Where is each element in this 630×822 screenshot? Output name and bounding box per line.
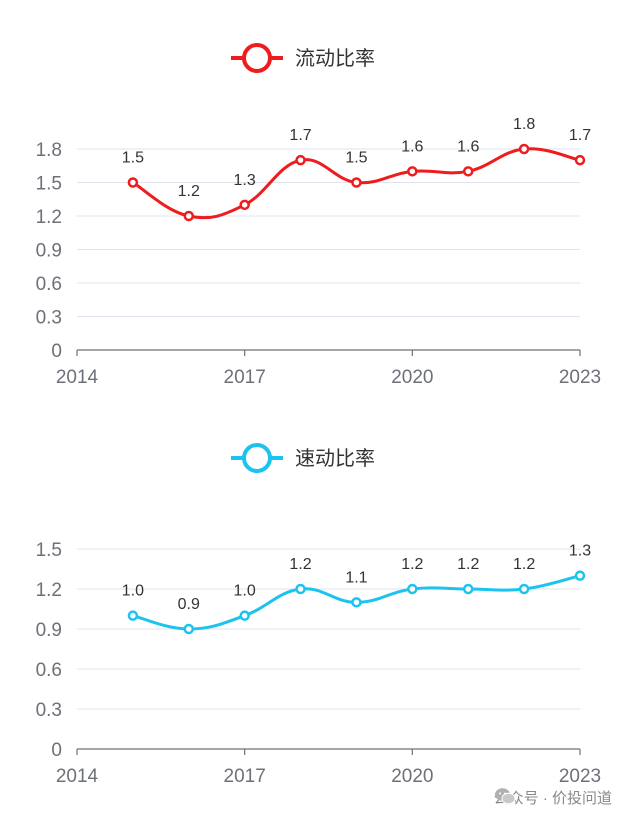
data-label: 1.6 bbox=[401, 138, 423, 155]
y-tick-label: 1.5 bbox=[36, 540, 62, 561]
y-tick-label: 0.9 bbox=[36, 241, 62, 262]
y-tick-label: 0 bbox=[51, 341, 62, 362]
data-label: 1.3 bbox=[234, 172, 256, 189]
y-tick-label: 1.8 bbox=[36, 140, 62, 161]
y-tick-label: 0.6 bbox=[36, 660, 62, 681]
data-point bbox=[239, 199, 250, 211]
legend-marker bbox=[242, 443, 272, 473]
x-tick-label: 2014 bbox=[56, 766, 99, 787]
y-tick-label: 0.3 bbox=[36, 308, 62, 329]
data-label: 1.3 bbox=[569, 543, 591, 560]
data-label: 1.2 bbox=[289, 556, 311, 573]
y-tick-label: 0 bbox=[51, 740, 62, 761]
y-tick-label: 0.6 bbox=[36, 274, 62, 295]
y-tick-label: 1.2 bbox=[36, 580, 62, 601]
data-point bbox=[351, 597, 362, 608]
data-label: 1.2 bbox=[513, 556, 535, 573]
data-label: 1.7 bbox=[289, 127, 311, 144]
data-label: 1.8 bbox=[513, 116, 535, 133]
data-point bbox=[295, 583, 306, 595]
x-tick-label: 2023 bbox=[559, 766, 601, 787]
x-tick-label: 2014 bbox=[56, 367, 99, 388]
watermark: 公众号 · 价投问道 bbox=[494, 787, 612, 808]
data-point bbox=[127, 177, 139, 188]
data-label: 1.2 bbox=[178, 183, 200, 200]
data-label: 1.2 bbox=[401, 556, 423, 573]
wechat-icon bbox=[494, 788, 516, 805]
data-point bbox=[407, 583, 418, 595]
x-tick-label: 2023 bbox=[559, 367, 601, 388]
data-point bbox=[183, 210, 195, 222]
legend-label: 流动比率 bbox=[295, 47, 375, 70]
data-point bbox=[295, 154, 306, 166]
data-point bbox=[518, 143, 530, 155]
data-label: 1.2 bbox=[457, 556, 479, 573]
data-label: 1.0 bbox=[234, 583, 256, 600]
y-tick-label: 1.2 bbox=[36, 207, 62, 228]
y-tick-label: 1.5 bbox=[36, 174, 62, 195]
y-tick-label: 0.3 bbox=[36, 700, 62, 721]
data-point bbox=[351, 177, 362, 188]
data-point bbox=[462, 166, 474, 177]
data-point bbox=[239, 610, 250, 621]
data-label: 1.5 bbox=[345, 150, 367, 167]
x-tick-label: 2017 bbox=[224, 367, 266, 388]
y-tick-label: 0.9 bbox=[36, 620, 62, 641]
data-label: 0.9 bbox=[178, 596, 200, 613]
legend-marker bbox=[242, 43, 272, 73]
data-point bbox=[407, 166, 418, 177]
x-tick-label: 2020 bbox=[391, 367, 433, 388]
data-point bbox=[462, 583, 474, 595]
data-label: 1.6 bbox=[457, 138, 479, 155]
x-tick-label: 2020 bbox=[391, 766, 433, 787]
data-point bbox=[183, 623, 195, 635]
chart-2: 速动比率 0 0.3 0.6 0.9 1.2 1.5 2014 2017 2020 2023 1.0 0… bbox=[36, 443, 601, 787]
chart-1: 流动比率 0 0.3 0.6 0.9 1.2 1.5 1.8 2014 2017 2020 2023 1… bbox=[36, 43, 601, 388]
data-label: 1.7 bbox=[569, 127, 591, 144]
watermark-text: 公众号 · 价投问道 bbox=[493, 790, 612, 807]
data-point bbox=[574, 570, 586, 581]
legend-label: 速动比率 bbox=[295, 447, 375, 470]
data-point bbox=[574, 154, 586, 166]
data-label: 1.5 bbox=[122, 150, 144, 167]
data-point bbox=[127, 610, 139, 621]
data-label: 1.0 bbox=[122, 583, 144, 600]
data-label: 1.1 bbox=[345, 569, 367, 586]
x-tick-label: 2017 bbox=[224, 766, 266, 787]
data-point bbox=[518, 583, 530, 595]
